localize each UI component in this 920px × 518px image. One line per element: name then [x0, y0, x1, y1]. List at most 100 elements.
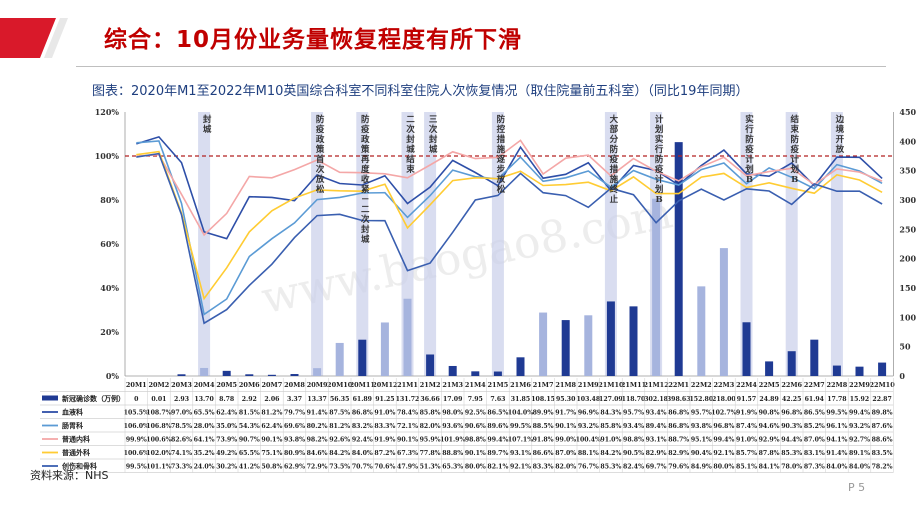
table-cell: 76.7%: [578, 464, 599, 471]
table-cell: 88.5%: [533, 423, 554, 430]
bar-confirmed-cases: [810, 339, 819, 376]
table-cell: 31.85: [511, 396, 530, 403]
table-cell: 85.8%: [420, 410, 441, 417]
table-cell: 56.35: [330, 396, 349, 403]
table-cell: 92.4%: [352, 437, 373, 444]
table-cell: 106.0%: [124, 423, 149, 430]
table-cell: 83.1%: [804, 450, 825, 457]
event-annotation: 计划实行防疫计划 B: [654, 114, 664, 205]
table-cell: 85.1%: [736, 464, 757, 471]
right-tick-label: 200: [899, 254, 916, 264]
legend-entry: 普通内科: [62, 435, 90, 444]
category-label: 20M1: [126, 381, 147, 389]
table-cell: 91.25: [375, 396, 394, 403]
series-line: [136, 139, 883, 237]
table-cell: 152.80: [689, 396, 713, 403]
table-cell: 81.2%: [261, 410, 282, 417]
chart-caption: 图表：2020年M1至2022年M10英国综合科室不同科室住院人次恢复情况（取住…: [92, 84, 749, 99]
table-cell: 80.2%: [307, 423, 328, 430]
table-cell: 7.95: [468, 396, 483, 403]
table-cell: 93.1%: [646, 437, 667, 444]
table-cell: 85.3%: [781, 450, 802, 457]
series-line: [136, 140, 883, 316]
event-annotation: 结束防疫计划 B: [789, 114, 799, 185]
table-cell: 95.1%: [691, 437, 712, 444]
table-cell: 91.7%: [555, 410, 576, 417]
table-cell: 105.5%: [124, 410, 149, 417]
category-label: 21M9: [578, 381, 599, 389]
left-tick-label: 40%: [100, 283, 119, 293]
category-label: 22M6: [781, 381, 802, 389]
category-label: 21M11: [621, 381, 646, 389]
table-cell: 93.8%: [691, 423, 712, 430]
table-cell: 79.6%: [668, 464, 689, 471]
table-cell: 107.1%: [508, 437, 533, 444]
series-line: [136, 152, 883, 325]
table-cell: 84.6%: [307, 450, 328, 457]
source-note: 资料来源：NHS: [30, 469, 109, 482]
table-cell: 50.8%: [261, 464, 282, 471]
table-cell: 41.2%: [239, 464, 260, 471]
table-cell: 83.3%: [374, 423, 395, 430]
table-cell: 94.6%: [759, 423, 780, 430]
category-label: 22M2: [691, 381, 712, 389]
category-label: 21M7: [533, 381, 554, 389]
bar-confirmed-cases: [403, 298, 412, 376]
category-label: 22M8: [827, 381, 848, 389]
table-cell: 98.8%: [465, 437, 486, 444]
event-annotation: 防疫政策首次放松: [315, 114, 325, 195]
table-cell: 62.9%: [284, 464, 305, 471]
table-cell: 7.63: [490, 396, 505, 403]
table-cell: 103.48: [576, 396, 600, 403]
table-cell: 70.6%: [374, 464, 395, 471]
bar-confirmed-cases: [448, 365, 457, 376]
table-cell: 90.3%: [781, 423, 802, 430]
table-cell: 2.06: [264, 396, 279, 403]
legend-entry: 新冠确诊数（万例）: [62, 394, 125, 403]
category-label: 21M6: [510, 381, 531, 389]
table-cell: 73.5%: [329, 464, 350, 471]
table-cell: 100.6%: [146, 437, 171, 444]
table-cell: 100.6%: [124, 450, 149, 457]
table-cell: 302.18: [644, 396, 668, 403]
table-cell: 69.7%: [646, 464, 667, 471]
table-cell: 17.78: [827, 396, 846, 403]
table-cell: 84.0%: [826, 464, 847, 471]
table-cell: 2.93: [174, 396, 189, 403]
legend-entry: 普通外科: [62, 448, 90, 457]
left-tick-label: 80%: [100, 195, 119, 205]
table-cell: 100.4%: [576, 437, 601, 444]
left-tick-label: 0%: [106, 371, 120, 381]
table-cell: 96.8%: [781, 410, 802, 417]
right-tick-label: 150: [899, 283, 916, 293]
table-cell: 97.0%: [171, 410, 192, 417]
table-cell: 54.3%: [239, 423, 260, 430]
table-cell: 74.1%: [171, 450, 192, 457]
page-number: P 5: [848, 481, 866, 494]
table-cell: 72.1%: [397, 423, 418, 430]
category-label: 21M12: [643, 381, 668, 389]
table-cell: 92.1%: [713, 450, 734, 457]
event-annotation: 防疫政策再度收紧－二次封城: [360, 114, 370, 245]
table-cell: 78.4%: [397, 410, 418, 417]
table-cell: 95.9%: [420, 437, 441, 444]
table-cell: 96.1%: [826, 423, 847, 430]
table-cell: 0: [134, 396, 139, 403]
table-cell: 79.7%: [284, 410, 305, 417]
table-cell: 0.01: [151, 396, 166, 403]
table-cell: 61.94: [805, 396, 825, 403]
table-cell: 92.5%: [465, 410, 486, 417]
table-cell: 87.0%: [555, 450, 576, 457]
table-cell: 398.63: [667, 396, 691, 403]
bar-confirmed-cases: [380, 322, 389, 376]
event-shade: [356, 112, 369, 376]
table-cell: 61.89: [353, 396, 372, 403]
table-cell: 91.0%: [374, 410, 395, 417]
table-cell: 118.70: [622, 396, 646, 403]
table-cell: 65.5%: [194, 410, 215, 417]
title-divider: [76, 66, 886, 67]
table-cell: 92.6%: [329, 437, 350, 444]
table-cell: 87.5%: [329, 410, 350, 417]
bar-confirmed-cases: [719, 248, 728, 376]
category-label: 20M4: [194, 381, 215, 389]
